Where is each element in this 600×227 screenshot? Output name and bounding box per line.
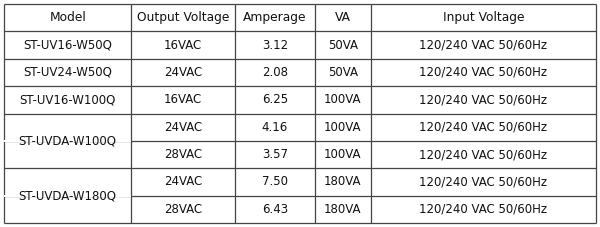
Text: 6.25: 6.25 (262, 93, 288, 106)
Text: ST-UVDA-W180Q: ST-UVDA-W180Q (19, 189, 116, 202)
Text: 100VA: 100VA (324, 148, 362, 161)
Text: 7.50: 7.50 (262, 175, 288, 188)
Text: 120/240 VAC 50/60Hz: 120/240 VAC 50/60Hz (419, 39, 548, 52)
Text: Model: Model (49, 11, 86, 24)
Text: VA: VA (335, 11, 351, 24)
Text: 16VAC: 16VAC (164, 93, 202, 106)
Text: 16VAC: 16VAC (164, 39, 202, 52)
Text: 2.08: 2.08 (262, 66, 288, 79)
Text: 100VA: 100VA (324, 93, 362, 106)
Text: 50VA: 50VA (328, 66, 358, 79)
Text: 4.16: 4.16 (262, 121, 288, 134)
Text: 50VA: 50VA (328, 39, 358, 52)
Text: ST-UVDA-W100Q: ST-UVDA-W100Q (19, 134, 116, 147)
Text: 120/240 VAC 50/60Hz: 120/240 VAC 50/60Hz (419, 203, 548, 216)
Text: 6.43: 6.43 (262, 203, 288, 216)
Text: 3.12: 3.12 (262, 39, 288, 52)
Text: 180VA: 180VA (324, 175, 362, 188)
Text: 120/240 VAC 50/60Hz: 120/240 VAC 50/60Hz (419, 121, 548, 134)
Text: ST-UV16-W100Q: ST-UV16-W100Q (19, 93, 116, 106)
Text: 28VAC: 28VAC (164, 203, 202, 216)
Text: 100VA: 100VA (324, 121, 362, 134)
Text: 120/240 VAC 50/60Hz: 120/240 VAC 50/60Hz (419, 93, 548, 106)
Text: 120/240 VAC 50/60Hz: 120/240 VAC 50/60Hz (419, 148, 548, 161)
Text: Input Voltage: Input Voltage (443, 11, 524, 24)
Text: 24VAC: 24VAC (164, 175, 202, 188)
Text: 120/240 VAC 50/60Hz: 120/240 VAC 50/60Hz (419, 66, 548, 79)
Text: Output Voltage: Output Voltage (137, 11, 229, 24)
Text: 180VA: 180VA (324, 203, 362, 216)
Text: 24VAC: 24VAC (164, 121, 202, 134)
Bar (4, 140, 131, 142)
Bar (4, 195, 131, 197)
Text: Amperage: Amperage (243, 11, 307, 24)
Text: 120/240 VAC 50/60Hz: 120/240 VAC 50/60Hz (419, 175, 548, 188)
Text: 24VAC: 24VAC (164, 66, 202, 79)
Text: 28VAC: 28VAC (164, 148, 202, 161)
Text: 3.57: 3.57 (262, 148, 288, 161)
Text: ST-UV24-W50Q: ST-UV24-W50Q (23, 66, 112, 79)
Text: ST-UV16-W50Q: ST-UV16-W50Q (23, 39, 112, 52)
